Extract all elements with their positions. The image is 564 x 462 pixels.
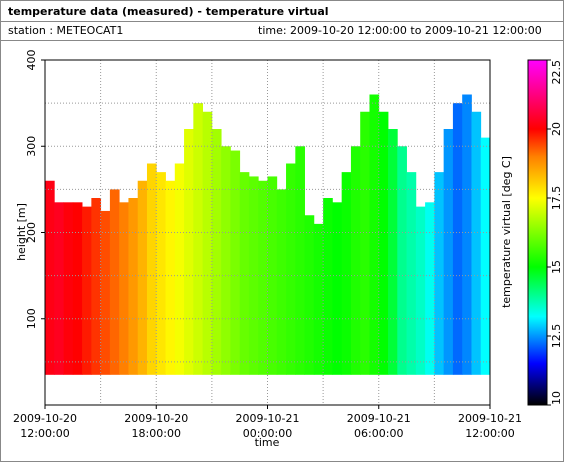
x-tick-label: 2009-10-20 18:00:00 bbox=[124, 412, 188, 440]
profile-column bbox=[397, 146, 407, 375]
profile-column bbox=[82, 206, 92, 375]
profile-column bbox=[72, 202, 83, 375]
profile-column bbox=[369, 94, 380, 375]
profile-column bbox=[434, 172, 445, 375]
profile-column bbox=[146, 163, 157, 375]
profile-column bbox=[91, 198, 102, 375]
y-axis-label: height [m] bbox=[15, 203, 28, 261]
profile-column bbox=[221, 146, 231, 375]
profile-column bbox=[452, 103, 463, 375]
profile-column bbox=[462, 94, 472, 375]
profile-column bbox=[63, 202, 74, 375]
profile-column bbox=[258, 180, 268, 375]
station: station : METEOCAT1 bbox=[8, 24, 123, 37]
x-axis-label: time bbox=[255, 436, 280, 449]
profile-column bbox=[286, 163, 296, 375]
y-tick-label: 400 bbox=[25, 50, 38, 71]
profile-column bbox=[471, 111, 482, 375]
profile-column bbox=[313, 223, 324, 375]
colorbar-label: temperature virtual [deg C] bbox=[500, 156, 513, 308]
x-tick-label: 2009-10-20 12:00:00 bbox=[13, 412, 77, 440]
time-range: time: 2009-10-20 12:00:00 to 2009-10-21 … bbox=[258, 24, 542, 37]
profile-column bbox=[100, 210, 111, 375]
profile-column bbox=[119, 202, 129, 375]
colorbar-tick-label: 15 bbox=[550, 260, 563, 274]
profile-column bbox=[425, 202, 435, 375]
x-tick-label: 2009-10-21 06:00:00 bbox=[347, 412, 411, 440]
x-tick-label: 2009-10-21 00:00:00 bbox=[236, 412, 300, 440]
profile-column bbox=[378, 111, 389, 375]
profile-column bbox=[415, 206, 426, 375]
profile-column bbox=[304, 215, 315, 375]
colorbar-tick-label: 12.5 bbox=[550, 324, 563, 349]
profile-column bbox=[45, 180, 55, 375]
profile-column bbox=[443, 129, 454, 375]
plot-border bbox=[44, 59, 491, 406]
y-tick-label: 200 bbox=[25, 222, 38, 243]
profile-column bbox=[388, 129, 398, 375]
profile-column bbox=[174, 163, 185, 375]
profile-column bbox=[332, 202, 343, 375]
profile-column bbox=[193, 103, 204, 375]
colorbar-tick-label: 17.5 bbox=[550, 186, 563, 211]
y-tick-label: 300 bbox=[25, 136, 38, 157]
title: temperature data (measured) - temperatur… bbox=[8, 5, 329, 18]
y-tick-label: 100 bbox=[25, 308, 38, 329]
profile-column bbox=[276, 189, 287, 375]
x-tick-label: 2009-10-21 12:00:00 bbox=[458, 412, 522, 440]
profile-column bbox=[109, 189, 120, 375]
colorbar-tick-label: 20 bbox=[550, 122, 563, 136]
profile-column bbox=[230, 150, 241, 375]
profile-column bbox=[341, 172, 352, 375]
profile-column bbox=[267, 176, 278, 375]
profile-column bbox=[137, 180, 148, 375]
profile-column bbox=[165, 180, 176, 375]
profile-column bbox=[211, 129, 222, 375]
profile-column bbox=[156, 172, 166, 375]
profile-column bbox=[202, 111, 213, 375]
profile-column bbox=[480, 137, 491, 375]
colorbar-tick-label: 22.5 bbox=[550, 60, 563, 85]
profile-column bbox=[295, 146, 305, 375]
colorbar bbox=[527, 59, 548, 406]
profile-column bbox=[184, 129, 194, 375]
colorbar-tick-label: 10 bbox=[550, 391, 563, 405]
profile-column bbox=[406, 172, 417, 375]
profile-column bbox=[360, 111, 370, 375]
profile-column bbox=[323, 198, 333, 375]
profile-column bbox=[248, 176, 259, 375]
profile-column bbox=[54, 202, 64, 375]
profile-column bbox=[350, 146, 361, 375]
profile-column bbox=[239, 172, 250, 375]
profile-column bbox=[128, 198, 139, 375]
